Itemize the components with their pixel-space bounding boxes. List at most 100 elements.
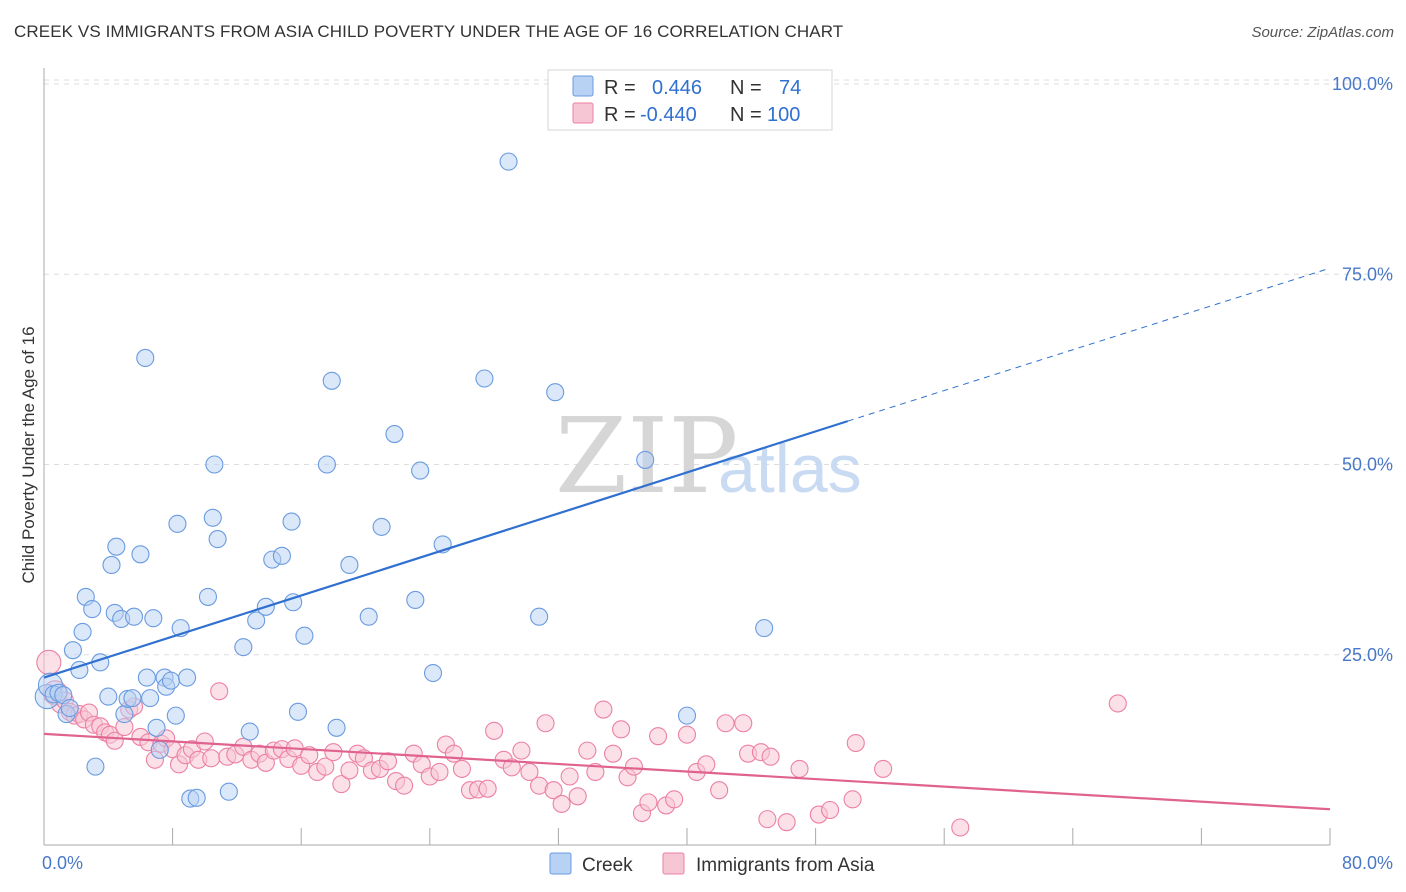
data-point-asia [586,762,605,781]
data-point-asia [734,714,753,733]
data-point-creek [147,718,166,737]
data-point-asia [36,649,62,675]
data-point-creek [124,607,144,626]
data-point-creek [317,455,336,474]
stats-legend: R = 0.446 N = 74 R = -0.440 N = 100 [547,69,833,131]
data-point-asia [649,727,668,746]
data-point-creek [755,619,774,638]
data-point-creek [272,546,291,565]
data-point-asia [332,775,351,794]
series-legend: Creek Immigrants from Asia [549,852,875,876]
data-point-asia [665,790,684,809]
data-point-creek [636,450,655,469]
data-point-asia [710,781,729,800]
chart-title: CREEK VS IMMIGRANTS FROM ASIA CHILD POVE… [14,22,844,41]
x-tick-label: 0.0% [42,853,83,873]
data-point-creek [73,622,92,641]
data-point-asia [594,700,613,719]
data-point-creek [372,517,391,536]
data-point-creek [144,609,163,628]
data-point-creek [240,722,259,741]
data-point-asia [552,794,571,813]
data-point-asia [846,733,865,753]
data-point-creek [295,626,314,645]
data-point-creek [385,425,404,444]
watermark-atlas: atlas [718,431,862,507]
data-point-asia [520,762,539,781]
data-point-asia [578,741,597,760]
data-point-asia [378,752,398,771]
data-point-asia [430,762,449,781]
data-point-asia [560,767,579,786]
data-point-asia [821,800,840,820]
y-tick-label: 100.0% [1332,74,1393,94]
data-point-asia [195,732,214,751]
data-point-creek [203,508,222,527]
bottom-legend-label-creek: Creek [582,855,633,876]
data-point-creek [234,638,253,657]
data-point-asia [843,790,862,809]
data-point-asia [395,776,414,795]
data-point-creek [340,555,359,575]
data-point-asia [604,744,623,763]
bottom-legend-label-asia: Immigrants from Asia [696,855,875,876]
data-point-creek [322,371,341,390]
data-point-asia [340,761,359,780]
data-point-asia [1108,694,1127,713]
series-immigrants-from-asia [36,649,1127,837]
trend-lines [43,267,1331,811]
data-point-asia [624,757,644,776]
data-point-creek [102,555,121,575]
data-point-asia [639,793,658,812]
data-point-asia [612,720,631,739]
data-point-asia [777,813,796,832]
data-point-asia [568,787,587,806]
data-point-creek [115,705,134,724]
data-point-creek [282,512,301,531]
data-point-creek [187,788,206,807]
data-point-creek [546,383,565,402]
legend-n-label-asia: N = [730,104,762,126]
data-point-creek [411,461,430,480]
data-point-creek [208,530,227,549]
x-tick-label: 80.0% [1342,853,1393,873]
data-point-asia [105,731,124,750]
data-point-creek [63,641,82,660]
y-tick-label: 75.0% [1342,264,1393,284]
legend-n-label-creek: N = [730,77,762,99]
trend-line-creek-extension [847,267,1331,422]
data-point-asia [761,747,780,766]
data-point-asia [210,682,229,701]
axes [43,68,1331,846]
data-point-asia [478,779,497,798]
data-point-creek [530,607,549,626]
data-point-creek [205,455,224,474]
bottom-legend-swatch-asia [662,852,685,875]
data-point-creek [131,545,150,564]
data-point-creek [406,590,425,610]
data-point-creek [137,668,156,687]
legend-r-value-creek: 0.446 [652,77,702,99]
data-point-creek [288,702,308,721]
data-point-asia [874,759,893,778]
data-point-asia [790,759,809,778]
data-point-creek [136,348,155,368]
data-point-creek [150,740,169,759]
data-point-asia [485,721,504,740]
legend-r-label-asia: R = [604,104,636,126]
data-point-creek [327,718,346,737]
legend-swatch-creek [572,75,594,97]
data-point-asia [677,725,697,744]
data-point-creek [499,152,518,171]
bottom-legend-swatch-creek [549,852,572,875]
data-point-creek [284,593,303,612]
y-axis-label: Child Poverty Under the Age of 16 [19,326,38,583]
legend-r-label-creek: R = [604,77,636,99]
data-point-asia [758,810,777,829]
data-point-creek [247,611,266,630]
trend-line-asia [43,732,1331,811]
data-point-asia [452,759,472,778]
legend-swatch-asia [572,102,594,124]
data-point-asia [951,818,970,837]
